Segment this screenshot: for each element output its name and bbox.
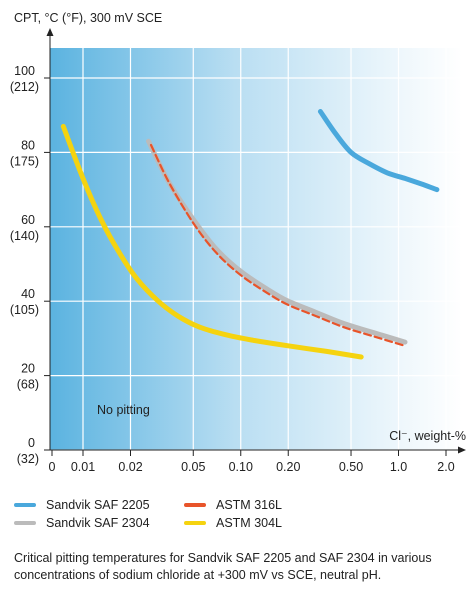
y-tick-label-2: 40: [21, 287, 35, 301]
legend-swatch-304l: [184, 521, 206, 525]
x-tick-label-2: 0.02: [118, 460, 142, 474]
x-tick-label-3: 0.05: [181, 460, 205, 474]
y-tick-label-4: 80: [21, 138, 35, 152]
legend-item-316l: ASTM 316L: [184, 498, 282, 512]
x-tick-label-7: 1.0: [390, 460, 407, 474]
x-tick-label-6: 0.50: [339, 460, 363, 474]
plot-background: [50, 48, 462, 450]
legend-label-saf-2205: Sandvik SAF 2205: [46, 498, 150, 512]
no-pitting-label: No pitting: [97, 403, 150, 417]
legend-swatch-saf-2304: [14, 521, 36, 525]
x-tick-label-4: 0.10: [229, 460, 253, 474]
legend-label-304l: ASTM 304L: [216, 516, 283, 530]
legend-swatch-316l: [184, 503, 206, 507]
legend-item-saf-2304: Sandvik SAF 2304: [14, 516, 150, 530]
y-axis-title: CPT, °C (°F), 300 mV SCE: [14, 11, 162, 25]
y-tick-label-1: 20: [21, 362, 35, 376]
series-line-sandvik-saf-2304: [146, 138, 408, 345]
y-tick-sublabel-2: (105): [10, 303, 39, 317]
legend-label-saf-2304: Sandvik SAF 2304: [46, 516, 150, 530]
y-axis-arrow: [46, 28, 54, 36]
y-tick-sublabel-0: (32): [17, 452, 39, 466]
y-tick-sublabel-1: (68): [17, 378, 39, 392]
legend: Sandvik SAF 2205 Sandvik SAF 2304 ASTM 3…: [14, 496, 454, 538]
y-tick-sublabel-5: (212): [10, 80, 39, 94]
series-line-sandvik-saf-2205: [317, 109, 440, 193]
legend-item-304l: ASTM 304L: [184, 516, 282, 530]
y-tick-label-3: 60: [21, 213, 35, 227]
x-axis-title: Cl⁻, weight-%: [389, 429, 466, 443]
y-tick-label-0: 0: [28, 436, 35, 450]
y-tick-sublabel-4: (175): [10, 154, 39, 168]
x-tick-label-5: 0.20: [276, 460, 300, 474]
series-line-astm-304l: [60, 123, 364, 360]
x-tick-label-8: 2.0: [437, 460, 454, 474]
series-line-astm-316l: [149, 143, 407, 347]
legend-item-saf-2205: Sandvik SAF 2205: [14, 498, 150, 512]
chart: 0 (32) 20 (68) 40 (105) 60 (140) 80 (175) 100 (212)…: [10, 11, 466, 474]
legend-label-316l: ASTM 316L: [216, 498, 283, 512]
x-tick-label-0: 0: [49, 460, 56, 474]
figure-caption: Critical pitting temperatures for Sandvi…: [14, 551, 432, 582]
x-axis-arrow: [458, 446, 466, 454]
legend-swatch-saf-2205: [14, 503, 36, 507]
y-tick-label-5: 100: [14, 64, 35, 78]
x-tick-label-1: 0.01: [71, 460, 95, 474]
y-tick-sublabel-3: (140): [10, 229, 39, 243]
